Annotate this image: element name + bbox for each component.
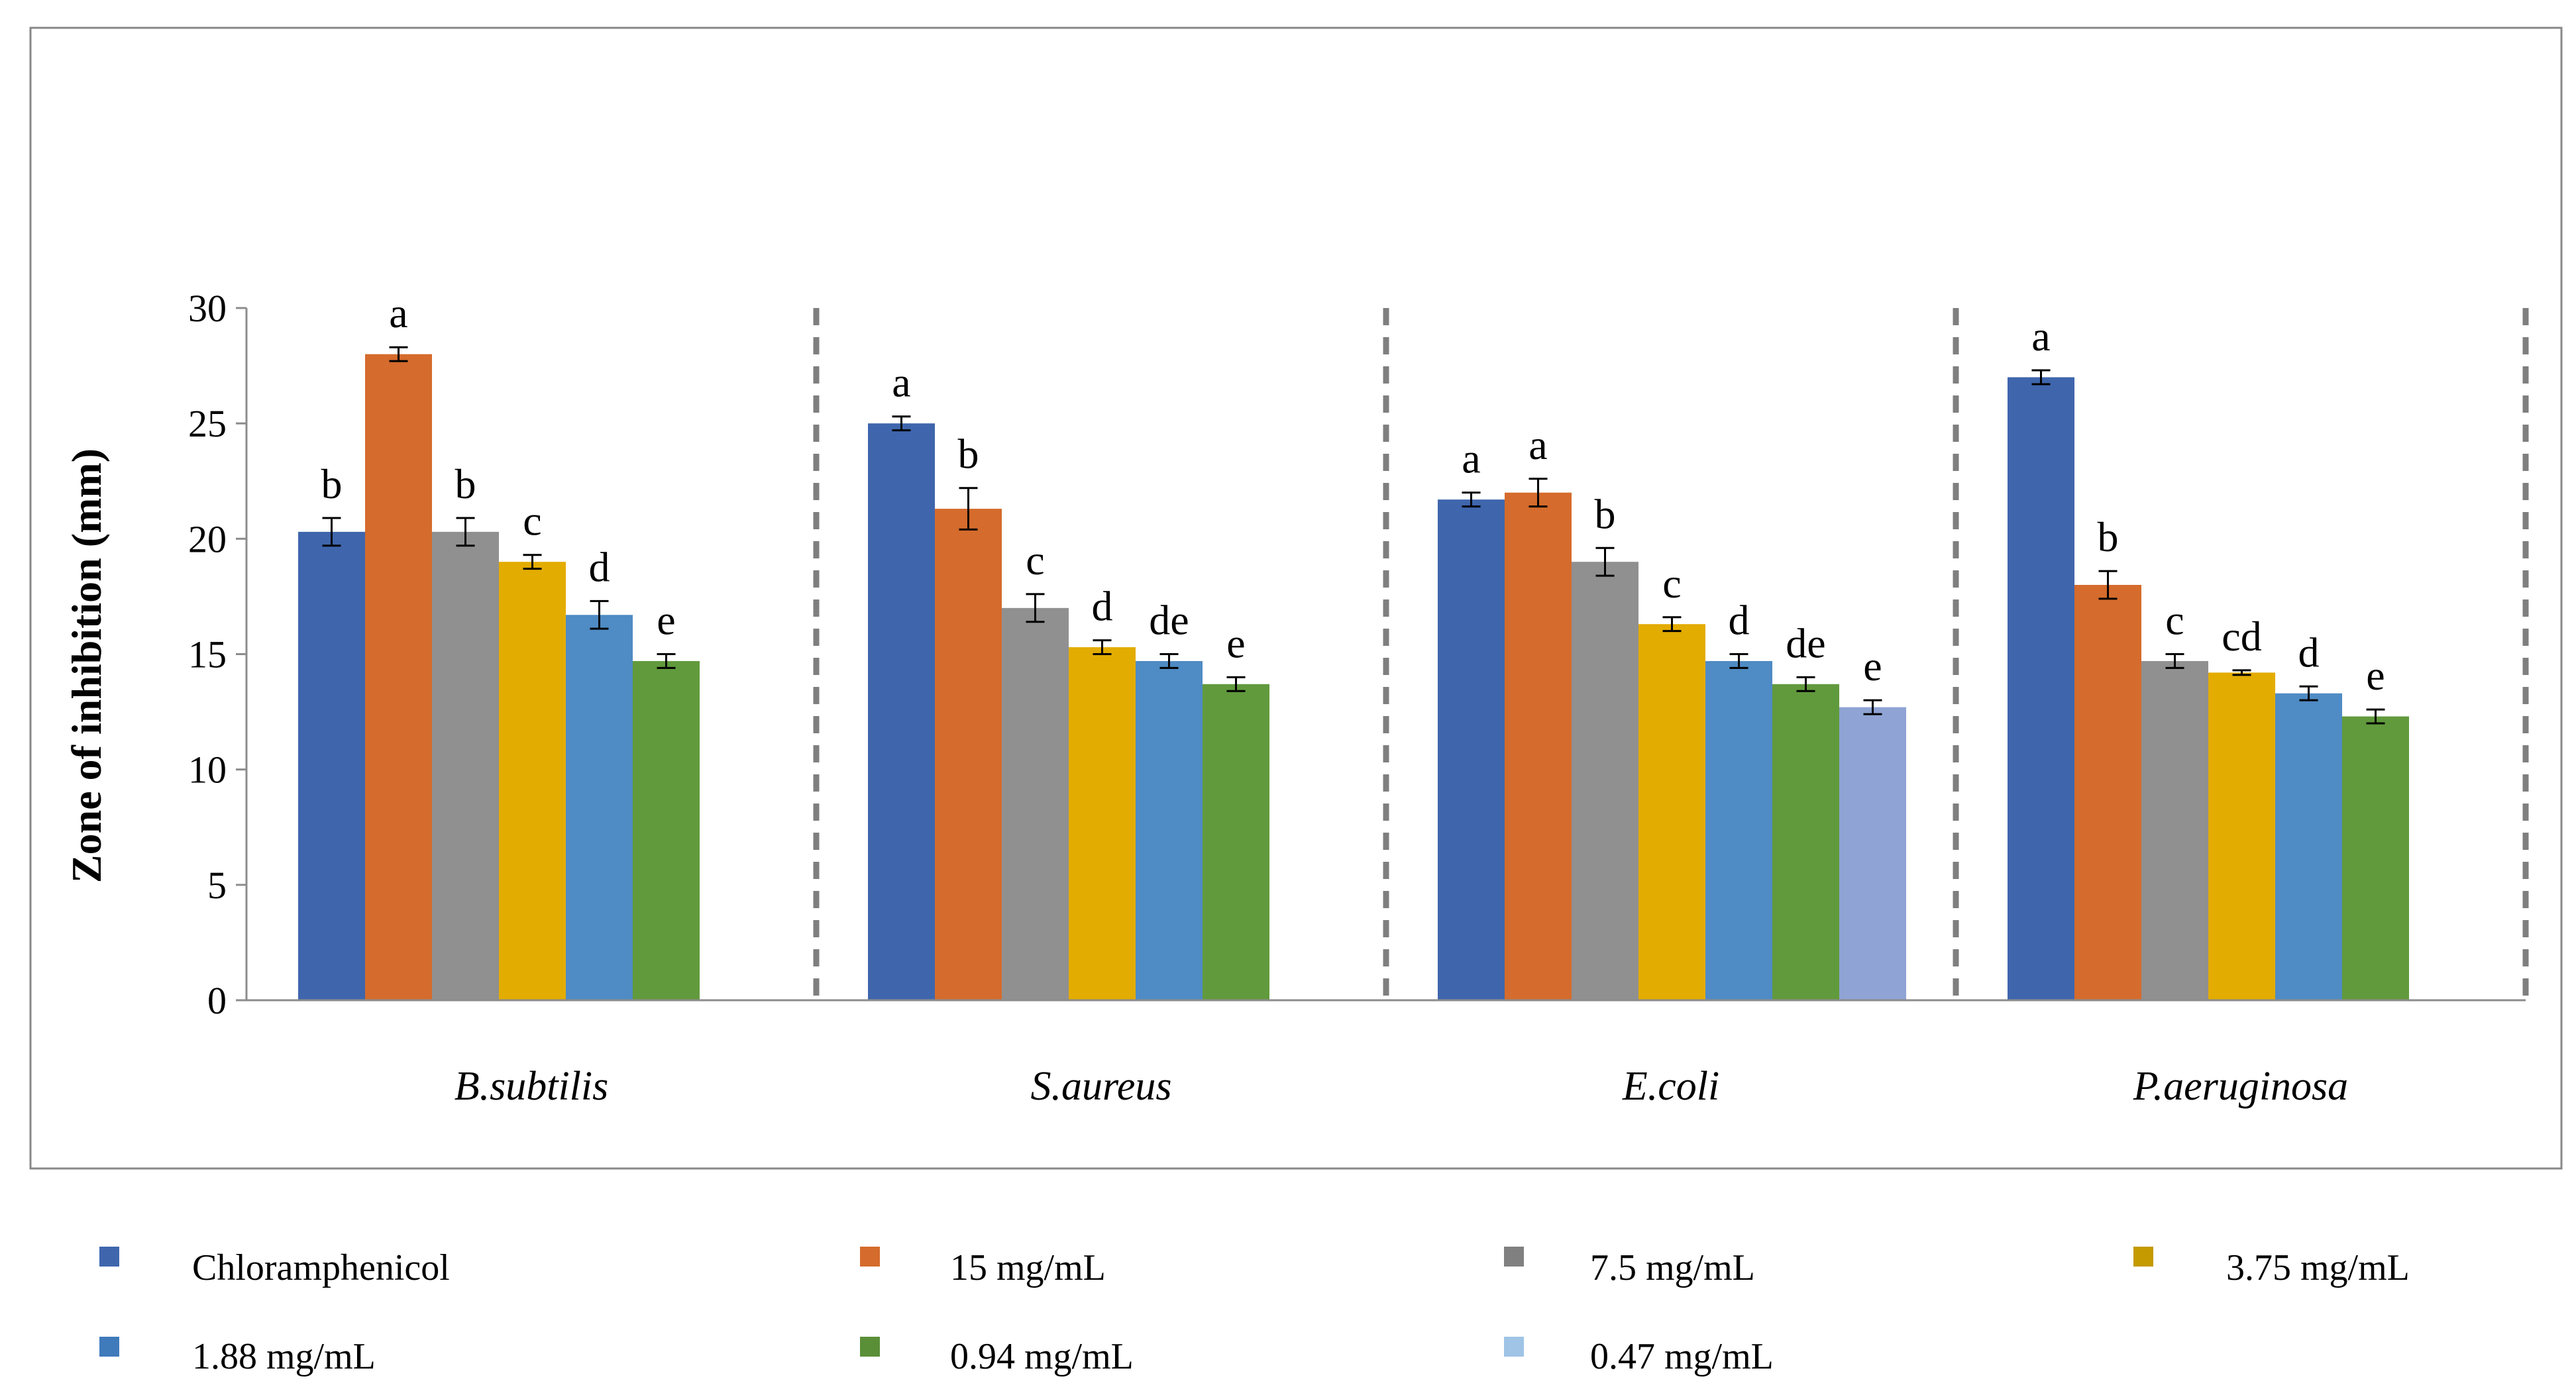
significance-label: b <box>958 431 979 478</box>
bar <box>2074 585 2141 1000</box>
significance-label: c <box>1026 537 1044 584</box>
legend-marker <box>99 1337 119 1357</box>
bar <box>1505 492 1572 1000</box>
significance-label: a <box>389 289 407 337</box>
y-axis-label: Zone of inhibition (mm) <box>63 448 110 883</box>
bar <box>298 531 365 1000</box>
bar <box>566 615 633 1000</box>
bar <box>499 562 566 1000</box>
significance-label: b <box>1595 490 1616 537</box>
significance-label: e <box>1226 619 1245 666</box>
bar <box>1002 607 1069 1000</box>
bar <box>365 354 432 1000</box>
legend-label: 3.75 mg/mL <box>2226 1247 2410 1288</box>
significance-label: b <box>321 460 343 507</box>
significance-label: b <box>455 460 476 507</box>
legend-label: 0.94 mg/mL <box>950 1336 1134 1377</box>
significance-label: e <box>657 597 675 644</box>
significance-label: a <box>1529 421 1547 468</box>
significance-label: c <box>1662 560 1681 607</box>
significance-label: a <box>1462 435 1480 482</box>
bar <box>1772 684 1839 1000</box>
bar <box>432 531 499 1000</box>
significance-label: c <box>523 497 541 544</box>
significance-label: a <box>892 359 910 406</box>
x-category-label: P.aeruginosa <box>2133 1064 2348 1109</box>
legend-marker <box>860 1247 880 1267</box>
legend-label: 7.5 mg/mL <box>1590 1247 1755 1288</box>
significance-label: b <box>2098 513 2119 560</box>
y-tick-label: 20 <box>188 517 227 560</box>
y-tick-label: 25 <box>188 402 227 445</box>
bar <box>2342 716 2409 1000</box>
bar <box>935 509 1002 1000</box>
significance-label: e <box>1863 643 1882 690</box>
bar <box>1069 647 1136 1000</box>
legend-marker <box>860 1337 880 1357</box>
bar <box>2008 377 2074 1000</box>
significance-label: d <box>2298 629 2320 676</box>
y-tick-label: 0 <box>207 979 227 1022</box>
legend-marker <box>1504 1337 1524 1357</box>
legend-label: Chloramphenicol <box>192 1247 450 1288</box>
bar <box>1438 499 1505 1000</box>
legend-marker <box>99 1247 119 1267</box>
axes-layer: 0 5 10 15 20 25 30 B.subtilis S.aureus E.coli P.ae… <box>188 287 2526 1109</box>
legend-label: 0.47 mg/mL <box>1590 1336 1774 1377</box>
legend: Chloramphenicol 15 mg/mL 7.5 mg/mL 3.75 mg/… <box>99 1247 2410 1377</box>
significance-label: a <box>2031 313 2050 360</box>
bar <box>1203 684 1269 1000</box>
bar <box>1638 624 1705 1000</box>
bar <box>1136 660 1203 1000</box>
chart-frame <box>29 26 2563 1170</box>
bar <box>2275 693 2342 1000</box>
bar <box>2141 660 2208 1000</box>
bars-layer <box>298 354 2409 1000</box>
significance-label: de <box>1149 597 1189 644</box>
bar <box>1839 707 1906 1000</box>
significance-label: d <box>1092 583 1113 630</box>
x-category-label: S.aureus <box>1031 1064 1172 1109</box>
significance-label: cd <box>2222 613 2261 660</box>
y-tick-label: 15 <box>188 633 227 676</box>
significance-label: d <box>1729 597 1750 644</box>
legend-marker <box>1504 1247 1524 1267</box>
legend-label: 15 mg/mL <box>950 1247 1106 1288</box>
bar <box>868 423 935 1000</box>
bar <box>1705 660 1772 1000</box>
y-tick-label: 30 <box>188 287 227 330</box>
bar <box>2208 672 2275 1000</box>
significance-label: e <box>2366 652 2385 699</box>
bar <box>633 660 700 1000</box>
significance-label: d <box>589 543 610 590</box>
significance-label: de <box>1786 619 1825 666</box>
x-category-label: E.coli <box>1622 1064 1719 1109</box>
y-tick-label: 5 <box>207 864 227 907</box>
legend-label: 1.88 mg/mL <box>192 1336 376 1377</box>
error-bars-layer <box>322 346 2385 725</box>
y-tick-label: 10 <box>188 749 227 792</box>
bar <box>1572 562 1638 1000</box>
legend-marker <box>2133 1247 2153 1267</box>
significance-label: c <box>2165 597 2184 644</box>
x-category-label: B.subtilis <box>455 1064 609 1109</box>
